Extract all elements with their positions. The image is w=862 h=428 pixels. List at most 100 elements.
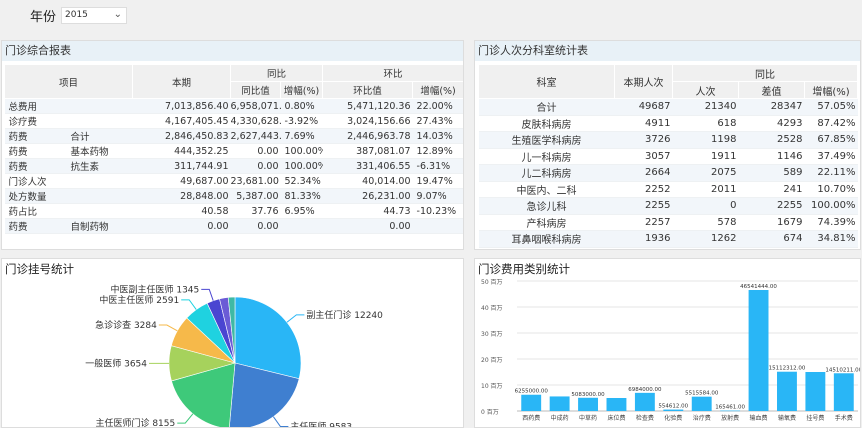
pie-label: 中医副主任医师 1345 — [110, 283, 199, 295]
table-row[interactable]: 诊疗费 4,167,405.454,330,628.02-3.92%3,024,1… — [4, 113, 463, 129]
table-row[interactable]: 儿一科病房 3057 1911 1146 37.49% — [478, 148, 858, 165]
table-row[interactable]: 生殖医学科病房 3726 1198 2528 67.85% — [478, 131, 858, 149]
current-cell: 2252 — [614, 181, 673, 198]
dept-cell: 合计 — [478, 98, 615, 116]
yoy-growth-cell — [280, 218, 323, 234]
subitem-cell — [68, 173, 133, 189]
current-cell: 49687 — [614, 98, 673, 116]
yoy-value-cell: 5,387.00 — [230, 188, 281, 204]
x-tick-label: 检查费 — [636, 414, 654, 422]
item-cell: 处方数量 — [4, 188, 69, 204]
mom-growth-cell: 27.43% — [412, 113, 463, 129]
bar[interactable] — [833, 373, 854, 411]
pie-leader-line — [158, 324, 178, 332]
mom-growth-cell: 14.03% — [412, 128, 463, 144]
year-select-value: 2015 — [65, 10, 88, 20]
x-tick-label: 中草药 — [579, 414, 597, 422]
x-tick-label: 化验费 — [664, 414, 682, 422]
year-select[interactable]: 2015 ⌄ — [61, 7, 127, 24]
mom-value-cell: 40,014.00 — [322, 173, 413, 189]
bar[interactable] — [720, 410, 741, 412]
table-row[interactable]: 急诊儿科 2255 0 2255 100.00% — [478, 197, 858, 215]
bar[interactable] — [691, 396, 712, 411]
table-row[interactable]: 耳鼻咽喉科病房 1936 1262 674 34.81% — [478, 230, 858, 248]
visits-cell: 1262 — [672, 230, 739, 248]
yoy-value-cell: 0.00 — [230, 218, 281, 234]
table-row[interactable]: 儿二科病房 2664 2075 589 22.11% — [478, 164, 858, 182]
growth-cell: 87.42% — [804, 115, 858, 132]
header-dept-growth: 增幅(%) — [804, 81, 858, 99]
table-row[interactable]: 药费合计2,846,450.832,627,443.067.69%2,446,9… — [4, 128, 463, 144]
year-label: 年份 — [30, 10, 57, 25]
header-dept-yoy: 同比 — [672, 64, 858, 82]
bar[interactable] — [748, 289, 769, 411]
dept-visits-title: 门诊人次分科室统计表 — [475, 41, 860, 61]
table-row[interactable]: 药占比 40.58 37.76 6.95% 44.73 -10.23% — [4, 203, 463, 219]
bar[interactable] — [777, 371, 797, 411]
table-row[interactable]: 总费用 7,013,856.406,958,071.000.80%5,471,12… — [4, 98, 463, 114]
table-row[interactable]: 处方数量 28,848.00 5,387.00 81.33% 26,231.00 9.07… — [4, 188, 463, 204]
mom-value-cell: 5,471,120.36 — [322, 98, 413, 114]
subitem-cell — [68, 188, 133, 204]
dept-cell: 中医内、二科 — [478, 181, 615, 198]
header-item: 项目 — [3, 64, 134, 99]
y-tick-label: 20 百万 — [481, 357, 503, 364]
pie-label: 中医主任医师 2591 — [99, 294, 179, 306]
item-cell: 药费 — [4, 128, 69, 144]
x-tick-label: 治疗费 — [693, 414, 711, 422]
mom-growth-cell: 9.07% — [412, 188, 463, 204]
yoy-growth-cell: 100.00% — [280, 158, 323, 174]
bar-value-label: 6255000.00 — [515, 389, 549, 395]
subitem-cell — [68, 203, 133, 219]
bar[interactable] — [521, 394, 542, 411]
subitem-cell: 抗生素 — [68, 158, 133, 174]
visits-cell: 618 — [672, 115, 739, 132]
current-cell: 4,167,405.45 — [132, 113, 231, 129]
bar[interactable] — [606, 398, 627, 411]
growth-cell: 34.81% — [804, 230, 858, 248]
pie-leader-line — [177, 413, 194, 424]
mom-growth-cell: -10.23% — [412, 203, 463, 219]
dept-visits-panel: 门诊人次分科室统计表 科室 本期人次 同比 人次 差值 增幅(%) 合计 4968… — [474, 40, 861, 250]
x-tick-label: 中成药 — [551, 414, 569, 422]
bar[interactable] — [549, 396, 570, 411]
mom-value-cell: 3,024,156.66 — [322, 113, 413, 129]
subitem-cell — [68, 113, 133, 129]
header-mom-value: 环比值 — [322, 81, 414, 99]
growth-cell: 10.70% — [804, 181, 858, 198]
pie-label: 主任医师门诊 8155 — [95, 417, 175, 428]
bar-value-label: 15112312.00 — [769, 366, 806, 372]
current-cell: 2,846,450.83 — [132, 128, 231, 144]
bar[interactable] — [805, 372, 826, 411]
table-row[interactable]: 皮肤科病房 4911 618 4293 87.42% — [478, 115, 858, 132]
chevron-down-icon[interactable]: ⌄ — [113, 9, 122, 20]
outpatient-report-panel: 门诊综合报表 项目 本期 同比 环比 同比值 增幅(%) 环比值 增幅(%) — [1, 40, 464, 250]
x-tick-label: 手术费 — [835, 414, 853, 422]
current-cell: 7,013,856.40 — [132, 98, 231, 114]
current-cell: 4911 — [614, 115, 673, 132]
bar[interactable] — [663, 409, 684, 411]
table-row[interactable]: 药费基本药物444,352.250.00100.00%387,081.0712.… — [4, 143, 463, 159]
table-row[interactable]: 药费抗生素311,744.910.00100.00%331,406.55-6.3… — [4, 158, 463, 174]
y-tick-label: 50 百万 — [481, 279, 503, 286]
diff-cell: 1146 — [738, 148, 805, 165]
bar[interactable] — [634, 392, 655, 411]
table-row[interactable]: 产科病房 2257 578 1679 74.39% — [478, 214, 858, 231]
y-tick-label: 0 百万 — [481, 409, 499, 416]
x-tick-label: 挂号费 — [806, 414, 824, 422]
dept-cell: 生殖医学科病房 — [478, 131, 615, 149]
pie-leader-line — [181, 299, 197, 310]
dept-cell: 急诊儿科 — [478, 197, 615, 215]
diff-cell: 2528 — [738, 131, 805, 149]
table-row[interactable]: 合计 49687 21340 28347 57.05% — [478, 98, 858, 116]
table-row[interactable]: 门诊人次 49,687.00 23,681.00 52.34% 40,014.00 19.… — [4, 173, 463, 189]
yoy-value-cell: 23,681.00 — [230, 173, 281, 189]
table-row[interactable]: 中医内、二科 2252 2011 241 10.70% — [478, 181, 858, 198]
pie-slice[interactable] — [227, 296, 236, 364]
table-row[interactable]: 药费 自制药物 0.00 0.00 0.00 — [4, 218, 463, 234]
bar[interactable] — [578, 397, 598, 411]
diff-cell: 589 — [738, 164, 805, 182]
growth-cell: 74.39% — [804, 214, 858, 231]
yoy-value-cell: 0.00 — [230, 158, 281, 174]
mom-growth-cell: -6.31% — [412, 158, 463, 174]
